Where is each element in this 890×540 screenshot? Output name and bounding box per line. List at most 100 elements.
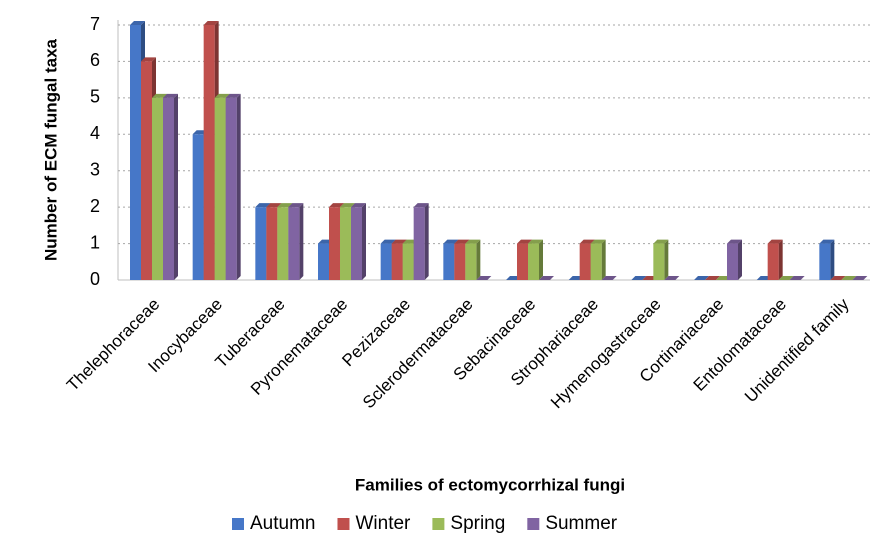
bar-top <box>528 239 543 244</box>
bar-top <box>705 276 720 280</box>
bar-top <box>590 239 606 244</box>
bar <box>130 25 141 280</box>
y-tick-label: 1 <box>90 232 100 252</box>
bar-top <box>277 203 293 208</box>
bar-top <box>476 276 492 280</box>
bar-side <box>424 203 429 280</box>
bar <box>579 243 591 280</box>
y-axis-title: Number of ECM fungal taxa <box>41 38 60 261</box>
legend-label: Summer <box>545 513 617 534</box>
bar-top <box>329 203 344 208</box>
bar <box>163 97 174 280</box>
bar-side <box>664 239 669 280</box>
bar-top <box>465 239 481 244</box>
bar-top <box>694 276 709 280</box>
bar-top <box>214 93 230 98</box>
bar <box>141 61 152 280</box>
legend-label: Winter <box>355 513 411 534</box>
legend-swatch <box>432 518 445 530</box>
bar-top <box>664 276 680 280</box>
bar <box>214 97 226 280</box>
y-tick-label: 7 <box>90 14 100 34</box>
bar <box>727 243 738 280</box>
bar <box>391 243 403 280</box>
bar-side <box>601 239 606 280</box>
bar-top <box>778 276 794 280</box>
bar <box>255 207 267 280</box>
bar <box>192 134 204 280</box>
bar-top <box>601 276 617 280</box>
bar <box>152 97 163 280</box>
legend-label: Autumn <box>250 513 315 534</box>
bar <box>318 243 329 280</box>
bar <box>277 207 289 280</box>
bar-top <box>841 276 857 280</box>
x-axis-title: Families of ectomycorrhizal fungi <box>355 475 625 494</box>
bar <box>517 243 528 280</box>
bar-top <box>141 57 156 62</box>
bar-top <box>653 239 669 244</box>
bar-top <box>266 203 282 208</box>
bar-top <box>380 239 396 244</box>
bar-top <box>391 239 407 244</box>
bar <box>288 207 300 280</box>
bar <box>454 243 466 280</box>
bar <box>266 207 278 280</box>
bar-top <box>413 203 429 208</box>
bar-side <box>778 239 783 280</box>
y-tick-label: 5 <box>90 87 100 107</box>
bar-top <box>517 239 532 244</box>
bar-top <box>255 203 271 208</box>
legend-swatch <box>232 518 244 530</box>
bar-top <box>203 21 219 25</box>
bar-top <box>163 93 178 98</box>
bar <box>819 243 831 280</box>
y-tick-label: 6 <box>90 50 100 70</box>
bar-top <box>288 203 304 208</box>
bar <box>380 243 392 280</box>
bar-top <box>767 239 783 244</box>
bar-top <box>631 276 647 280</box>
bar <box>767 243 779 280</box>
bar-top <box>727 239 742 244</box>
bar-top <box>454 239 470 244</box>
bar-top <box>539 276 554 280</box>
bar <box>340 207 351 280</box>
bar <box>329 207 340 280</box>
legend-label: Spring <box>450 513 505 534</box>
bar-side <box>476 239 481 280</box>
bar <box>590 243 602 280</box>
bar <box>203 25 215 280</box>
bar-top <box>152 93 167 98</box>
bar-top <box>443 239 459 244</box>
bar <box>465 243 477 280</box>
bar <box>413 207 425 280</box>
bar-top <box>351 203 366 208</box>
legend-swatch <box>337 518 350 530</box>
bar <box>528 243 539 280</box>
y-tick-label: 0 <box>90 269 100 289</box>
y-tick-label: 3 <box>90 159 100 179</box>
bar <box>443 243 455 280</box>
bar <box>351 207 362 280</box>
bar-top <box>819 239 835 244</box>
y-tick-label: 2 <box>90 196 100 216</box>
bar-top <box>579 239 595 244</box>
bar-side <box>299 203 304 280</box>
bar-top <box>130 21 145 25</box>
bar-top <box>340 203 355 208</box>
bar-top <box>225 93 241 98</box>
bar <box>402 243 414 280</box>
bar <box>653 243 665 280</box>
bar-side <box>738 239 742 280</box>
bar <box>225 97 237 280</box>
bar-top <box>830 276 846 280</box>
bar-side <box>174 93 178 280</box>
bar-top <box>852 276 868 280</box>
bar-side <box>236 93 241 280</box>
legend-swatch <box>527 518 540 530</box>
bar-side <box>539 239 543 280</box>
bar-top <box>789 276 805 280</box>
bar-side <box>362 203 366 280</box>
